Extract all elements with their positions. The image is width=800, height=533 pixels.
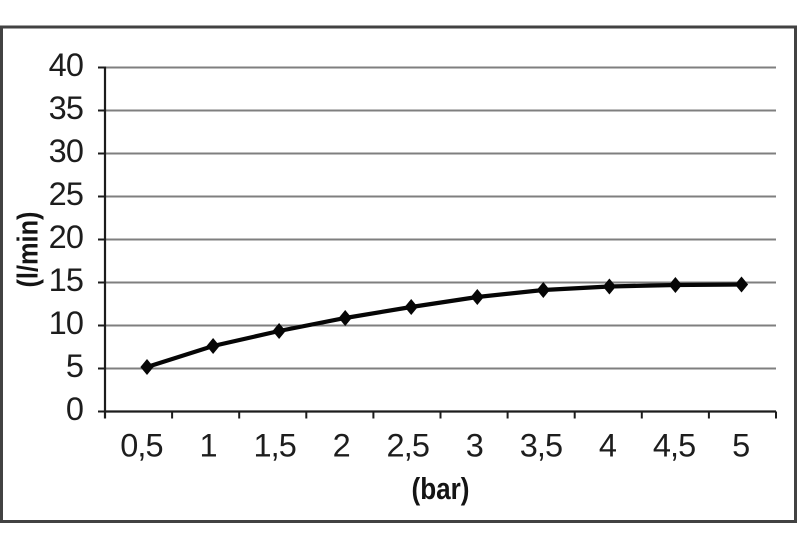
svg-text:4,5: 4,5 [653, 428, 695, 464]
svg-text:0: 0 [66, 391, 83, 427]
svg-text:2: 2 [333, 428, 350, 464]
svg-text:35: 35 [49, 90, 83, 126]
svg-text:1: 1 [200, 428, 217, 464]
svg-text:10: 10 [49, 305, 83, 341]
svg-text:5: 5 [732, 428, 749, 464]
svg-text:4: 4 [599, 428, 617, 464]
svg-text:1,5: 1,5 [253, 428, 295, 464]
svg-text:0,5: 0,5 [120, 428, 162, 464]
svg-text:(bar): (bar) [412, 471, 470, 506]
svg-text:40: 40 [49, 47, 83, 83]
svg-text:2,5: 2,5 [387, 428, 429, 464]
svg-text:3,5: 3,5 [520, 428, 562, 464]
svg-text:5: 5 [66, 348, 83, 384]
svg-text:25: 25 [49, 176, 83, 212]
svg-text:(l/min): (l/min) [13, 212, 45, 288]
svg-text:15: 15 [49, 262, 83, 298]
svg-text:30: 30 [49, 133, 83, 169]
svg-text:20: 20 [49, 219, 83, 255]
svg-text:3: 3 [466, 428, 483, 464]
